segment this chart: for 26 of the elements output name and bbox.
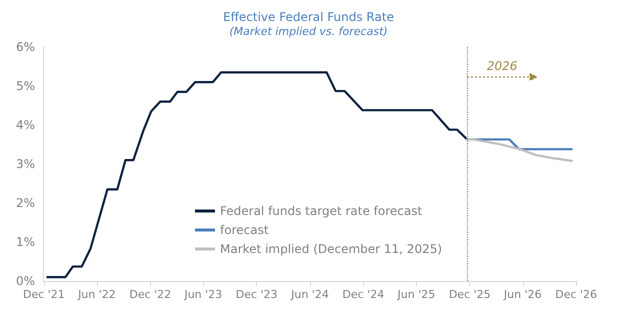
line-series [46, 71, 468, 278]
x-tick-label: Dec '26 [555, 288, 598, 301]
x-tick-label: Dec '21 [22, 288, 65, 301]
y-tick-label: 0% [16, 274, 35, 288]
annotation: 2026 [486, 58, 518, 73]
y-tick-label: 3% [16, 157, 35, 171]
legend-label: Market implied (December 11, 2025) [220, 242, 442, 256]
legend-label: forecast [220, 223, 269, 237]
x-tick-label: Jun '25 [396, 288, 436, 301]
y-tick-label: 1% [16, 235, 35, 249]
y-tick-label: 5% [16, 79, 35, 93]
x-tick-label: Jun '22 [77, 288, 116, 301]
x-tick-label: Jun '24 [290, 288, 329, 301]
x-tick-label: Dec '23 [236, 288, 278, 301]
chart-title: Effective Federal Funds Rate [223, 10, 394, 24]
x-tick-label: Dec '24 [342, 288, 384, 301]
x-tick-label: Dec '25 [448, 288, 491, 301]
chart-subtitle: (Market implied vs. forecast) [229, 25, 388, 38]
x-tick-label: Dec '22 [129, 288, 172, 301]
legend-label: Federal funds target rate forecast [220, 204, 422, 218]
x-tick-label: Jun '23 [183, 288, 222, 301]
y-tick-label: 4% [16, 118, 35, 132]
y-tick-label: 2% [16, 196, 35, 210]
x-tick-label: Jun '26 [502, 288, 542, 301]
line-series [466, 138, 573, 162]
y-tick-label: 6% [16, 40, 35, 54]
